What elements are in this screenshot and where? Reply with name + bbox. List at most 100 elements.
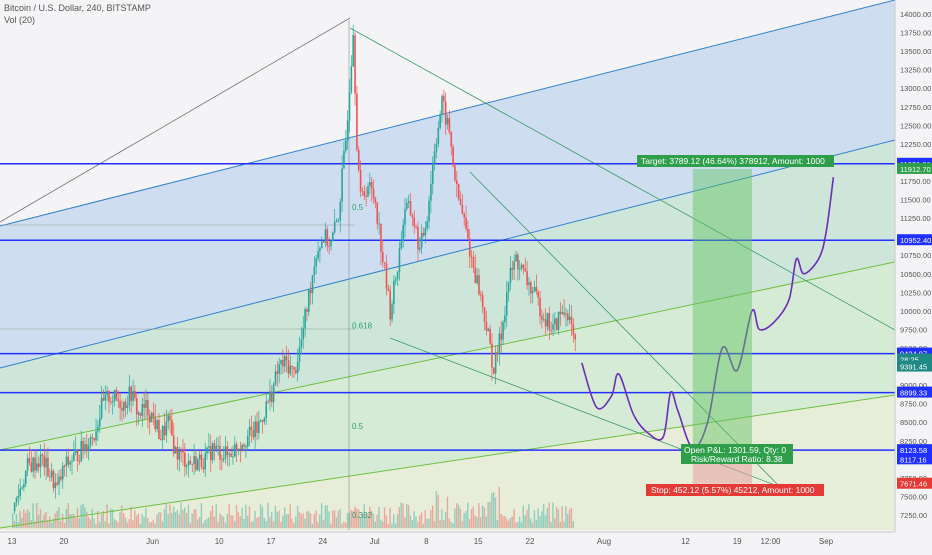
volume-bar [187, 504, 190, 528]
time-tick-label: Aug [597, 537, 611, 546]
candle [289, 365, 292, 374]
volume-bar [481, 505, 484, 528]
candle [282, 359, 284, 367]
volume-bar [391, 523, 393, 528]
candle [520, 264, 523, 269]
volume-bar [119, 512, 121, 528]
candle [343, 150, 345, 169]
volume-bar [398, 507, 401, 528]
candle [346, 120, 349, 141]
volume-bar [530, 518, 532, 528]
time-tick-label: 12 [681, 537, 690, 546]
volume-bar [489, 501, 491, 528]
volume-bar [71, 514, 73, 528]
candle [97, 426, 99, 432]
candle [367, 185, 369, 197]
volume-bar [137, 513, 140, 528]
volume-bar [274, 505, 277, 528]
price-axis-marker-label: 7671.46 [900, 480, 927, 489]
volume-bar [296, 506, 299, 528]
candle [172, 435, 175, 454]
volume-bar [176, 510, 179, 528]
volume-bar [193, 509, 195, 528]
fib-label: 0.618 [352, 322, 373, 331]
volume-bar [513, 508, 515, 528]
volume-bar [298, 512, 301, 528]
volume-bar [167, 513, 169, 528]
candle [531, 291, 534, 294]
candle [496, 352, 499, 355]
volume-bar [232, 515, 234, 528]
candle [328, 245, 330, 247]
candle [474, 267, 477, 284]
volume-bar [73, 514, 75, 528]
candle [45, 457, 47, 468]
volume-bar [285, 514, 288, 528]
candle [507, 282, 510, 293]
volume-bar [383, 507, 386, 528]
volume-bar [430, 510, 432, 528]
volume-bar [539, 516, 541, 528]
volume-bar [470, 509, 473, 528]
candle [422, 232, 425, 236]
volume-bar [317, 522, 319, 528]
candle [232, 456, 234, 458]
volume-bar [174, 512, 177, 528]
volume-bar [522, 505, 524, 528]
volume-bar [226, 513, 228, 528]
candle [111, 401, 114, 403]
descending-trend-line-2 [469, 171, 781, 488]
volume-bar [422, 523, 425, 528]
candle [224, 446, 227, 459]
volume-bar [400, 502, 402, 528]
volume-bar [502, 515, 504, 528]
time-tick-label: 10 [215, 537, 224, 546]
candle [524, 268, 527, 272]
volume-bar [537, 508, 539, 528]
volume-bar [463, 512, 465, 528]
candle [71, 461, 73, 463]
volume-bar [219, 513, 221, 528]
candle [544, 319, 547, 327]
volume-bar [365, 516, 367, 528]
volume-bar [237, 512, 240, 528]
candle [454, 165, 456, 181]
candle [467, 228, 469, 239]
candle [108, 391, 110, 402]
candle [221, 459, 223, 461]
candle [339, 201, 342, 221]
volume-bar [150, 522, 153, 528]
candle [256, 421, 258, 433]
price-tick-label: 12250.00 [900, 140, 931, 149]
candle [228, 453, 231, 455]
candle [452, 146, 454, 166]
candle [539, 297, 541, 317]
volume-bar [550, 521, 552, 528]
volume-bar [341, 523, 343, 528]
candle [158, 419, 160, 440]
candle [308, 289, 310, 312]
candle [554, 318, 556, 325]
volume-bar [496, 520, 499, 528]
volume-bar [561, 506, 563, 528]
candle [333, 221, 336, 233]
candle [52, 470, 55, 489]
volume-bar [435, 491, 438, 528]
candle [213, 443, 216, 449]
volume-bar [148, 522, 151, 528]
volume-bar [86, 511, 88, 528]
price-axis-marker [897, 360, 932, 372]
candle [404, 208, 406, 225]
volume-bar [446, 496, 449, 528]
volume-bar [457, 504, 460, 528]
candle [26, 458, 29, 471]
volume-bar [230, 515, 232, 528]
volume-bar [319, 514, 321, 528]
volume-bar [411, 520, 413, 528]
volume-bar [252, 521, 254, 528]
candle [67, 456, 70, 465]
candle [147, 399, 149, 416]
price-tick-label: 11250.00 [900, 214, 931, 223]
